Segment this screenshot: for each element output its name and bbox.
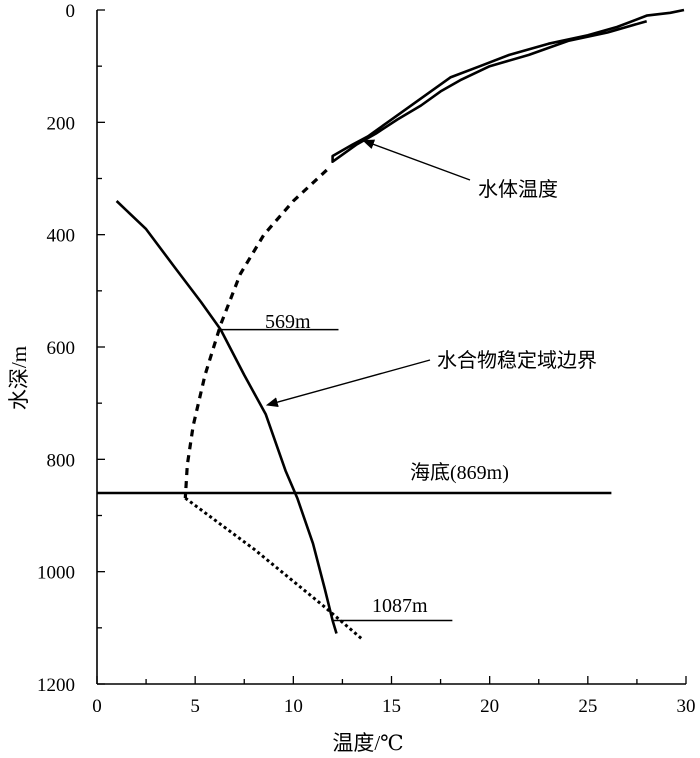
x-axis-title: 温度/℃ — [332, 731, 403, 755]
arrow-water-temp — [362, 139, 471, 181]
x-tick-label: 5 — [190, 696, 200, 717]
x-tick-label: 15 — [382, 696, 401, 717]
series-line-3 — [184, 496, 364, 641]
y-tick-label: 800 — [47, 450, 76, 471]
series-line-0 — [331, 8, 685, 163]
axes — [96, 9, 687, 685]
x-tick-label: 10 — [284, 696, 303, 717]
y-tick-label: 200 — [47, 113, 76, 134]
series-line-1 — [183, 168, 328, 499]
label-water-temp: 水体温度 — [478, 178, 558, 201]
y-tick-label: 1000 — [37, 563, 75, 584]
label-seafloor: 海底(869m) — [410, 461, 509, 484]
y-tick-label: 400 — [47, 226, 76, 247]
x-tick-label: 0 — [92, 696, 102, 717]
label-1087m: 1087m — [372, 595, 428, 617]
series-group — [97, 8, 685, 641]
annotations: 569m 1087m 水体温度 水合物稳定域边界 海底(869m) — [220, 139, 597, 622]
label-569m: 569m — [265, 311, 311, 333]
y-tick-label: 0 — [66, 1, 76, 22]
y-axis-title: 水深/m — [7, 346, 31, 410]
x-tick-label: 20 — [480, 696, 499, 717]
series-line-2 — [115, 200, 338, 634]
x-tick-label: 25 — [578, 696, 597, 717]
label-hydrate-boundary: 水合物稳定域边界 — [437, 349, 597, 372]
x-tick-label: 30 — [677, 696, 696, 717]
arrow-hydrate-boundary — [265, 359, 431, 408]
tick-labels: 0 5 10 15 20 25 30 0 200 400 600 800 1000 1200 — [37, 1, 696, 717]
y-tick-label: 600 — [47, 338, 76, 359]
y-tick-label: 1200 — [37, 675, 75, 696]
